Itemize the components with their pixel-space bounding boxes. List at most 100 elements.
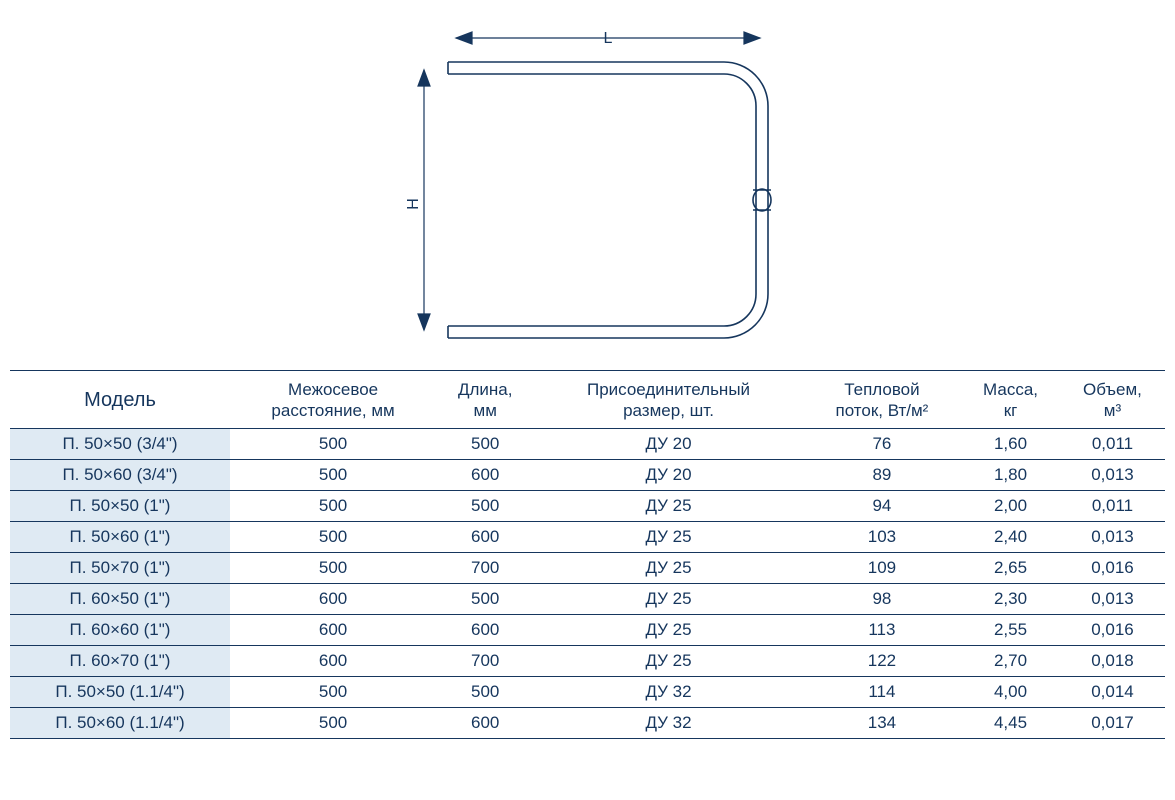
table-row: П. 50×60 (1")500600ДУ 251032,400,013 xyxy=(10,521,1165,552)
cell-vol: 0,013 xyxy=(1060,459,1165,490)
cell-mass: 1,80 xyxy=(961,459,1060,490)
cell-vol: 0,014 xyxy=(1060,676,1165,707)
cell-conn: ДУ 32 xyxy=(534,676,803,707)
cell-heat: 109 xyxy=(803,552,961,583)
cell-heat: 98 xyxy=(803,583,961,614)
col-header-heat-l2: поток, Вт/м² xyxy=(835,401,928,420)
col-header-conn-l2: размер, шт. xyxy=(623,401,714,420)
cell-center: 500 xyxy=(230,552,436,583)
cell-mass: 2,00 xyxy=(961,490,1060,521)
cell-mass: 2,70 xyxy=(961,645,1060,676)
cell-mass: 1,60 xyxy=(961,428,1060,459)
cell-vol: 0,018 xyxy=(1060,645,1165,676)
cell-length: 500 xyxy=(436,428,534,459)
cell-length: 600 xyxy=(436,614,534,645)
dim-label-width: L xyxy=(603,30,612,47)
cell-center: 500 xyxy=(230,428,436,459)
table-row: П. 60×70 (1")600700ДУ 251222,700,018 xyxy=(10,645,1165,676)
cell-conn: ДУ 32 xyxy=(534,707,803,738)
cell-length: 500 xyxy=(436,676,534,707)
cell-mass: 2,55 xyxy=(961,614,1060,645)
table-header-row: Модель Межосевое расстояние, мм Длина, м… xyxy=(10,371,1165,429)
cell-conn: ДУ 25 xyxy=(534,614,803,645)
cell-center: 600 xyxy=(230,614,436,645)
table-row: П. 50×50 (1")500500ДУ 25942,000,011 xyxy=(10,490,1165,521)
cell-model: П. 50×50 (3/4") xyxy=(10,428,230,459)
spec-table-area: Модель Межосевое расстояние, мм Длина, м… xyxy=(0,370,1175,739)
cell-heat: 103 xyxy=(803,521,961,552)
col-header-length: Длина, мм xyxy=(436,371,534,429)
col-header-vol-l2: м³ xyxy=(1104,401,1121,420)
cell-conn: ДУ 20 xyxy=(534,459,803,490)
cell-length: 500 xyxy=(436,583,534,614)
col-header-conn: Присоединительный размер, шт. xyxy=(534,371,803,429)
col-header-conn-l1: Присоединительный xyxy=(587,380,750,399)
col-header-heat: Тепловой поток, Вт/м² xyxy=(803,371,961,429)
table-row: П. 50×60 (1.1/4")500600ДУ 321344,450,017 xyxy=(10,707,1165,738)
cell-conn: ДУ 25 xyxy=(534,552,803,583)
cell-center: 500 xyxy=(230,459,436,490)
cell-model: П. 50×50 (1") xyxy=(10,490,230,521)
cell-heat: 113 xyxy=(803,614,961,645)
cell-conn: ДУ 20 xyxy=(534,428,803,459)
cell-model: П. 50×50 (1.1/4") xyxy=(10,676,230,707)
cell-conn: ДУ 25 xyxy=(534,521,803,552)
cell-vol: 0,016 xyxy=(1060,552,1165,583)
cell-model: П. 60×70 (1") xyxy=(10,645,230,676)
cell-center: 600 xyxy=(230,645,436,676)
col-header-vol-l1: Объем, xyxy=(1083,380,1142,399)
col-header-mass-l2: кг xyxy=(1004,401,1018,420)
cell-vol: 0,011 xyxy=(1060,428,1165,459)
cell-mass: 2,30 xyxy=(961,583,1060,614)
cell-length: 700 xyxy=(436,552,534,583)
col-header-center-l2: расстояние, мм xyxy=(271,401,394,420)
cell-model: П. 60×50 (1") xyxy=(10,583,230,614)
cell-conn: ДУ 25 xyxy=(534,645,803,676)
pipe-diagram: L H xyxy=(378,18,798,363)
cell-vol: 0,013 xyxy=(1060,521,1165,552)
table-row: П. 60×60 (1")600600ДУ 251132,550,016 xyxy=(10,614,1165,645)
table-row: П. 60×50 (1")600500ДУ 25982,300,013 xyxy=(10,583,1165,614)
cell-heat: 122 xyxy=(803,645,961,676)
cell-mass: 4,45 xyxy=(961,707,1060,738)
col-header-heat-l1: Тепловой xyxy=(844,380,919,399)
col-header-center: Межосевое расстояние, мм xyxy=(230,371,436,429)
col-header-center-l1: Межосевое xyxy=(288,380,378,399)
cell-model: П. 50×70 (1") xyxy=(10,552,230,583)
col-header-vol: Объем, м³ xyxy=(1060,371,1165,429)
cell-heat: 94 xyxy=(803,490,961,521)
cell-center: 500 xyxy=(230,676,436,707)
cell-model: П. 50×60 (1") xyxy=(10,521,230,552)
cell-model: П. 60×60 (1") xyxy=(10,614,230,645)
cell-vol: 0,017 xyxy=(1060,707,1165,738)
cell-model: П. 50×60 (3/4") xyxy=(10,459,230,490)
cell-length: 700 xyxy=(436,645,534,676)
cell-heat: 114 xyxy=(803,676,961,707)
col-header-model: Модель xyxy=(10,371,230,429)
dim-label-height: H xyxy=(405,198,422,210)
cell-heat: 76 xyxy=(803,428,961,459)
cell-vol: 0,011 xyxy=(1060,490,1165,521)
spec-table: Модель Межосевое расстояние, мм Длина, м… xyxy=(10,370,1165,739)
table-row: П. 50×60 (3/4")500600ДУ 20891,800,013 xyxy=(10,459,1165,490)
cell-heat: 89 xyxy=(803,459,961,490)
cell-mass: 4,00 xyxy=(961,676,1060,707)
spec-table-body: П. 50×50 (3/4")500500ДУ 20761,600,011П. … xyxy=(10,428,1165,738)
cell-model: П. 50×60 (1.1/4") xyxy=(10,707,230,738)
cell-conn: ДУ 25 xyxy=(534,583,803,614)
cell-center: 500 xyxy=(230,490,436,521)
cell-vol: 0,016 xyxy=(1060,614,1165,645)
cell-length: 600 xyxy=(436,521,534,552)
col-header-length-l2: мм xyxy=(474,401,497,420)
table-row: П. 50×50 (1.1/4")500500ДУ 321144,000,014 xyxy=(10,676,1165,707)
diagram-area: L H xyxy=(0,0,1175,370)
cell-length: 500 xyxy=(436,490,534,521)
cell-heat: 134 xyxy=(803,707,961,738)
cell-conn: ДУ 25 xyxy=(534,490,803,521)
cell-center: 500 xyxy=(230,521,436,552)
cell-length: 600 xyxy=(436,459,534,490)
col-header-mass-l1: Масса, xyxy=(983,380,1038,399)
cell-mass: 2,65 xyxy=(961,552,1060,583)
col-header-length-l1: Длина, xyxy=(458,380,513,399)
cell-vol: 0,013 xyxy=(1060,583,1165,614)
